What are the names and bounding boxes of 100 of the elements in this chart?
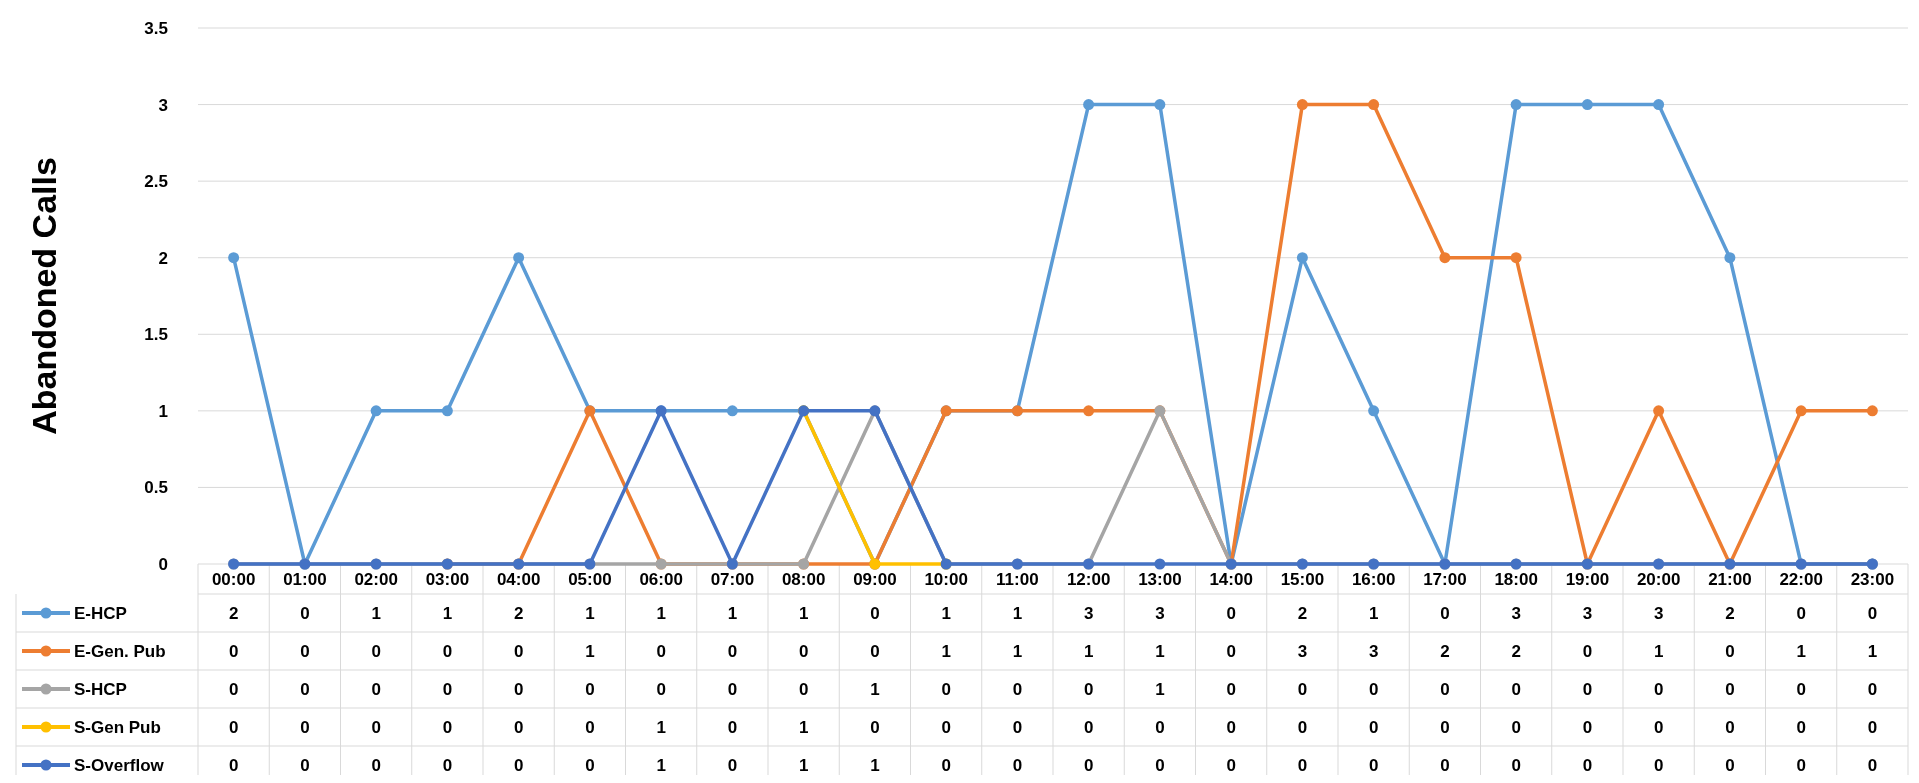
data-label: 0 (442, 755, 453, 775)
data-label: 0 (656, 679, 666, 699)
data-label: 0 (513, 641, 524, 661)
x-tick-label: 16:00 (1351, 569, 1396, 589)
x-tick-label: 21:00 (1708, 569, 1752, 589)
data-label: 0 (1725, 755, 1735, 775)
text: 0 (1368, 717, 1379, 737)
data-label: 1 (1012, 603, 1023, 623)
x-tick-label: 19:00 (1565, 569, 1610, 589)
data-label: 1 (1867, 641, 1878, 661)
text: 0 (1226, 717, 1236, 737)
legend-label: S-HCP (74, 679, 127, 699)
data-label: 1 (870, 755, 880, 775)
data-label: 1 (727, 603, 738, 623)
data-label: 1 (442, 603, 453, 623)
data-label: 0 (300, 679, 310, 699)
text: 0 (1653, 717, 1664, 737)
data-label: 0 (1796, 679, 1806, 699)
data-label: 0 (371, 679, 381, 699)
legend-label: E-Gen. Pub (74, 641, 166, 661)
data-label: 0 (941, 717, 951, 737)
data-label: 0 (1867, 755, 1878, 775)
data-label: 1 (798, 603, 809, 623)
data-label: 1 (585, 641, 595, 661)
text: 0 (371, 641, 381, 661)
x-tick-label: 10:00 (924, 569, 968, 589)
text: 0 (1582, 717, 1593, 737)
text: 0 (585, 717, 595, 737)
data-label: 0 (727, 641, 738, 661)
y-tick-label: 2.5 (144, 172, 168, 192)
legend-label: S-Overflow (74, 755, 165, 775)
x-tick-label: 02:00 (354, 569, 398, 589)
text: 0 (727, 717, 738, 737)
legend-label: S-Gen Pub (74, 717, 161, 737)
data-label: 0 (1297, 755, 1308, 775)
y-tick-label: 2 (158, 248, 168, 268)
data-label: 0 (1867, 679, 1878, 699)
x-tick-label: 08:00 (781, 569, 826, 589)
data-label: 0 (1155, 755, 1165, 775)
data-label: 1 (1653, 641, 1664, 661)
data-label: 0 (941, 679, 951, 699)
data-label: 1 (798, 755, 809, 775)
data-label: 0 (941, 755, 951, 775)
data-label: 0 (870, 603, 880, 623)
text: 0 (300, 717, 310, 737)
data-label: 2 (1511, 641, 1521, 661)
data-label: 0 (585, 755, 595, 775)
data-label: 3 (1653, 603, 1664, 623)
text: 0 (228, 717, 239, 737)
text: 0 (513, 717, 524, 737)
data-label: 0 (1725, 641, 1735, 661)
data-label: 0 (1440, 603, 1450, 623)
text: 0 (228, 641, 239, 661)
data-label: 0 (1582, 679, 1593, 699)
x-tick-label: 18:00 (1494, 569, 1538, 589)
data-label: 0 (1440, 755, 1450, 775)
x-tick-label: 15:00 (1280, 569, 1325, 589)
data-label: 1 (1155, 641, 1165, 661)
data-label: 1 (1368, 603, 1379, 623)
x-tick-label: 13:00 (1138, 569, 1182, 589)
data-label: 3 (1297, 641, 1308, 661)
data-label: 0 (1725, 679, 1735, 699)
y-tick-label: 0 (158, 554, 168, 574)
data-label: 0 (1012, 755, 1023, 775)
data-label: 0 (300, 755, 310, 775)
text: 0 (1083, 717, 1094, 737)
text: 0 (1725, 717, 1735, 737)
text: 0 (1511, 717, 1521, 737)
data-label: 0 (1083, 755, 1094, 775)
data-label: 0 (798, 641, 809, 661)
data-label: 0 (1511, 755, 1521, 775)
data-label: 0 (442, 641, 453, 661)
data-label: 0 (1653, 755, 1664, 775)
data-label: 0 (1440, 679, 1450, 699)
text: 0 (1440, 717, 1450, 737)
x-tick-label: 03:00 (425, 569, 470, 589)
data-label: 1 (798, 717, 809, 737)
data-label: 0 (1653, 679, 1664, 699)
data-label: 0 (442, 679, 453, 699)
data-label: 1 (656, 603, 666, 623)
data-label: 1 (585, 603, 595, 623)
text: 0 (1297, 717, 1308, 737)
text: 0 (442, 717, 453, 737)
data-label: 1 (1012, 641, 1023, 661)
data-label: 1 (371, 603, 381, 623)
y-axis-title: Abandoned Calls (25, 157, 63, 435)
data-label: 0 (1226, 641, 1236, 661)
data-label: 2 (513, 603, 524, 623)
data-label: 0 (1226, 755, 1236, 775)
data-label: 0 (727, 755, 738, 775)
data-label: 1 (870, 679, 880, 699)
text: 1 (656, 717, 666, 737)
text: 0 (300, 641, 310, 661)
data-label: 0 (1083, 679, 1094, 699)
legend-label: E-HCP (74, 603, 127, 623)
x-tick-label: 01:00 (283, 569, 327, 589)
data-label: 1 (1796, 641, 1806, 661)
y-tick-label: 0.5 (144, 478, 168, 498)
text: 0 (371, 717, 381, 737)
data-label: 0 (585, 679, 595, 699)
